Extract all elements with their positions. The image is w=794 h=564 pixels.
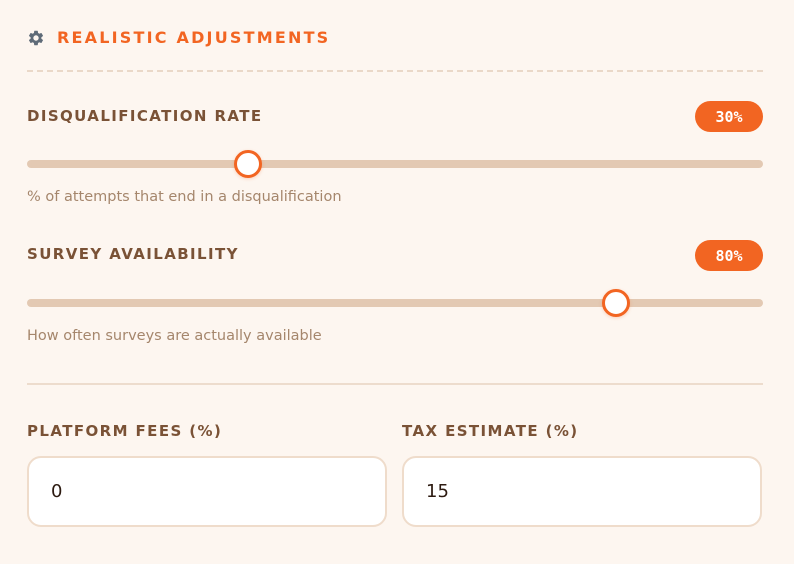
gear-icon [27, 29, 45, 47]
platform-fees-field: PLATFORM FEES (%) [27, 422, 387, 527]
slider-thumb[interactable] [233, 150, 262, 178]
platform-fees-label: PLATFORM FEES (%) [27, 422, 223, 440]
disqualification-rate-badge: 30% [695, 101, 763, 132]
survey-availability-help: How often surveys are actually available [27, 328, 322, 344]
platform-fees-input[interactable] [27, 456, 387, 527]
section-header: REALISTIC ADJUSTMENTS [27, 28, 330, 47]
disqualification-rate-help: % of attempts that end in a disqualifica… [27, 189, 342, 205]
disqualification-rate-label: DISQUALIFICATION RATE [27, 107, 263, 125]
section-title: REALISTIC ADJUSTMENTS [57, 28, 331, 47]
tax-estimate-input[interactable] [402, 456, 762, 527]
slider-track[interactable] [27, 160, 763, 168]
survey-availability-slider[interactable] [27, 289, 763, 317]
slider-track[interactable] [27, 299, 763, 307]
section-divider [27, 383, 763, 385]
slider-thumb[interactable] [601, 289, 630, 317]
survey-availability-badge: 80% [695, 240, 763, 271]
survey-availability-label: SURVEY AVAILABILITY [27, 245, 239, 263]
tax-estimate-field: TAX ESTIMATE (%) [402, 422, 762, 527]
header-divider [27, 70, 763, 72]
disqualification-rate-slider[interactable] [27, 150, 763, 178]
tax-estimate-label: TAX ESTIMATE (%) [402, 422, 579, 440]
